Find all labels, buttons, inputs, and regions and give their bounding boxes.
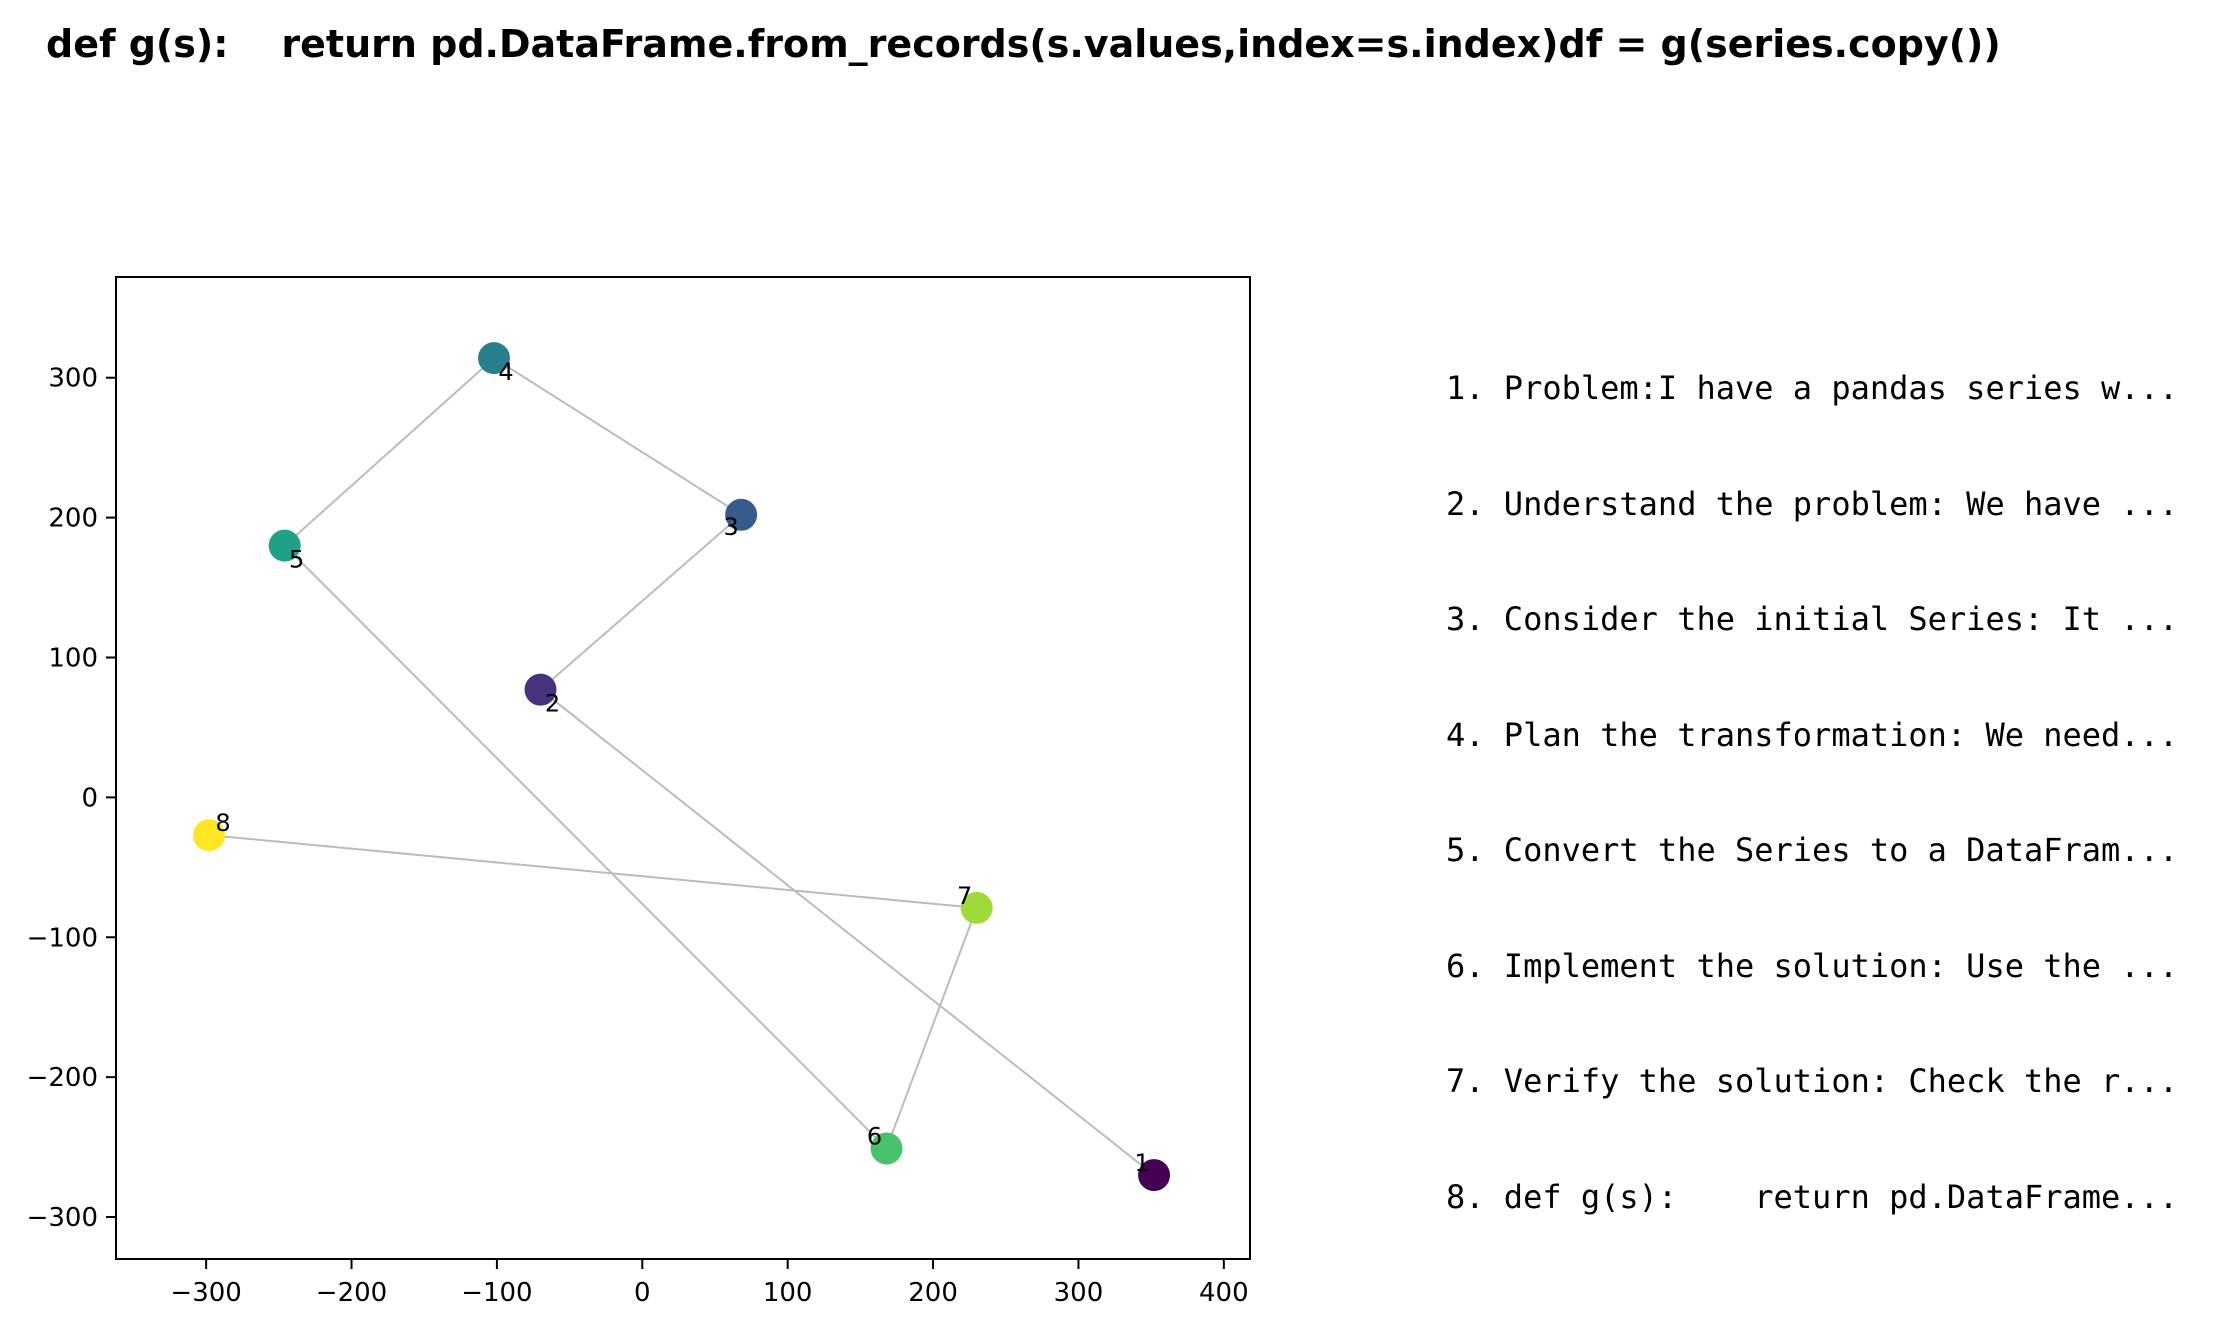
steps-panel: 1. Problem:I have a pandas series w... 2…	[1446, 292, 2178, 1255]
step-item: 5. Convert the Series to a DataFram...	[1446, 831, 2179, 869]
data-point	[870, 1132, 903, 1165]
connector-line	[493, 357, 742, 516]
y-tick-label: 0	[81, 783, 98, 813]
data-point	[268, 529, 301, 562]
point-label: 5	[289, 546, 304, 574]
point-labels: 1 2 3 4 5 6 7 8	[215, 358, 1149, 1177]
x-axis: −300 −200 −100 0 100 200 300 400	[170, 1259, 1249, 1308]
data-point	[1138, 1159, 1171, 1192]
point-label: 7	[957, 882, 972, 910]
step-item: 4. Plan the transformation: We need...	[1446, 715, 2179, 754]
data-point	[725, 498, 758, 531]
step-item: 1. Problem:I have a pandas series w...	[1446, 369, 2179, 407]
step-item: 3. Consider the initial Series: It ...	[1446, 600, 2179, 638]
y-axis: −300 −200 −100 0 100 200 300	[27, 364, 116, 1233]
connector-line	[539, 514, 742, 691]
data-points	[193, 342, 1171, 1192]
x-tick-label: −300	[170, 1278, 241, 1308]
point-label: 8	[215, 809, 230, 837]
y-tick-label: 200	[48, 504, 98, 534]
connector-line	[885, 907, 978, 1149]
x-tick-label: −100	[461, 1278, 532, 1308]
figure-title: def g(s): return pd.DataFrame.from_recor…	[46, 22, 2001, 66]
data-point	[193, 819, 226, 852]
y-tick-label: −100	[27, 923, 98, 953]
x-tick-label: 100	[763, 1278, 813, 1308]
connector-line	[283, 357, 495, 547]
connector-line	[208, 834, 977, 909]
point-label: 2	[545, 690, 560, 718]
data-point	[960, 891, 993, 924]
point-label: 1	[1134, 1149, 1149, 1177]
step-item: 7. Verify the solution: Check the r...	[1446, 1062, 2179, 1100]
plot-frame	[115, 276, 1251, 1260]
data-point	[524, 673, 557, 706]
connector-line	[539, 688, 1155, 1176]
x-tick-label: −200	[316, 1278, 387, 1308]
x-tick-label: 400	[1199, 1278, 1249, 1308]
point-label: 4	[498, 358, 513, 386]
point-label: 3	[724, 513, 739, 541]
y-tick-label: 100	[48, 643, 98, 673]
y-tick-label: −200	[27, 1063, 98, 1093]
y-tick-label: 300	[48, 364, 98, 394]
step-item: 6. Implement the solution: Use the ...	[1446, 946, 2179, 985]
point-label: 6	[867, 1122, 882, 1150]
y-tick-label: −300	[27, 1203, 98, 1233]
step-item: 8. def g(s): return pd.DataFrame...	[1446, 1177, 2179, 1216]
step-item: 2. Understand the problem: We have ...	[1446, 484, 2179, 523]
x-tick-label: 300	[1054, 1278, 1104, 1308]
x-tick-label: 0	[634, 1278, 651, 1308]
connector-line	[283, 544, 888, 1150]
connector-lines	[208, 357, 1155, 1176]
x-tick-label: 200	[908, 1278, 958, 1308]
data-point	[478, 342, 510, 375]
